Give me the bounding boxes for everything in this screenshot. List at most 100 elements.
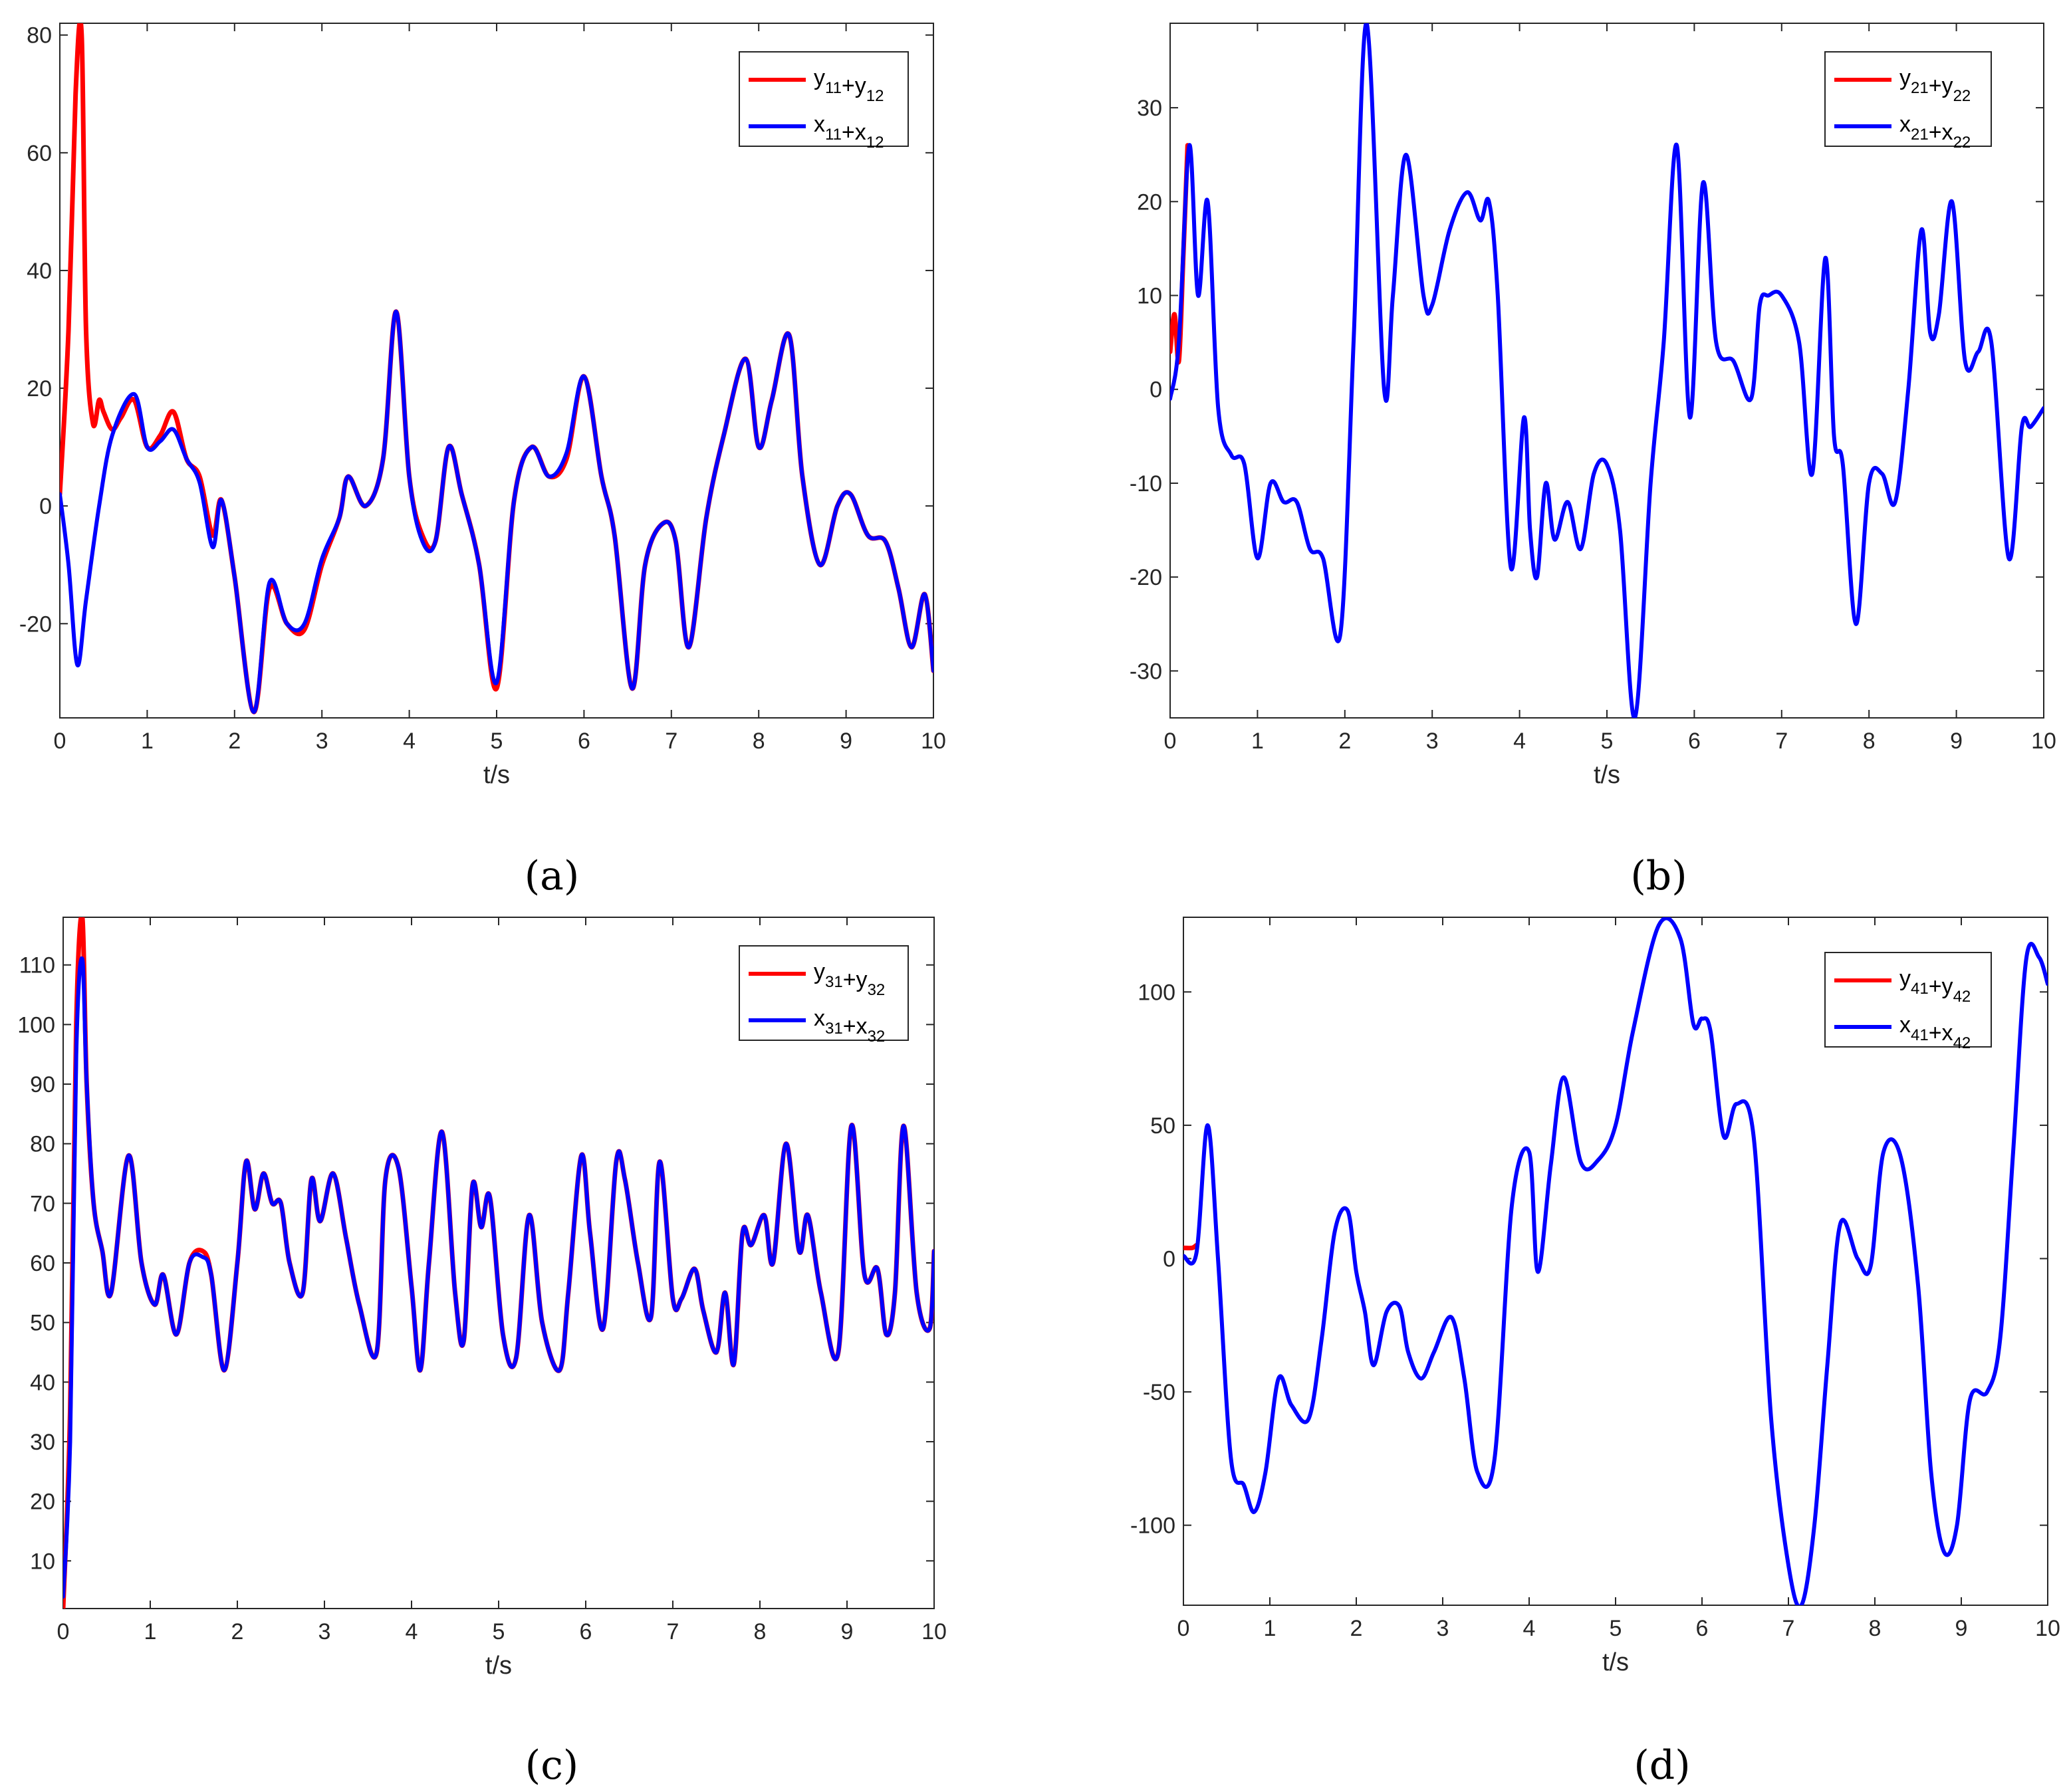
y-tick-label: 30 (30, 1430, 55, 1455)
panel-label: (b) (1630, 853, 1687, 899)
x-tick-label: 4 (1513, 728, 1526, 754)
legend-label-base: +x (1929, 120, 1953, 145)
x-axis-label: t/s (483, 761, 510, 789)
y-tick-label: 70 (30, 1191, 55, 1216)
x-tick-label: 2 (1350, 1616, 1363, 1641)
y-tick-label: 40 (27, 259, 52, 284)
x-tick-label: 9 (1955, 1616, 1968, 1641)
legend-box (739, 945, 909, 1041)
legend-label-base: x (814, 112, 825, 137)
legend-label-sub: 41 (1911, 980, 1929, 998)
y-tick-label: -20 (1130, 565, 1162, 590)
x-tick-label: 7 (1782, 1616, 1795, 1641)
x-tick-label: 8 (1863, 728, 1876, 754)
y-tick-label: -30 (1130, 659, 1162, 684)
legend-label: x11+x12 (814, 112, 884, 152)
y-tick-label: 20 (1137, 189, 1162, 215)
legend-label: x21+x22 (1899, 112, 1971, 152)
x-tick-label: 10 (921, 728, 946, 754)
y-tick-label: 0 (1150, 378, 1162, 403)
y-tick-label: 60 (30, 1251, 55, 1276)
legend-label-base: y (1899, 65, 1911, 90)
x-tick-label: 4 (406, 1619, 418, 1644)
x-tick-label: 4 (1523, 1616, 1536, 1641)
y-tick-label: -20 (19, 612, 52, 637)
chart-panel-0: 0 1 2 3 4 5 6 7 8 9 10-20020406080t/sy11+y12x11+x1… (19, 23, 946, 899)
legend-label-base: +y (1929, 73, 1953, 98)
legend-label-sub: 31 (825, 973, 843, 991)
legend-label-base: x (1899, 112, 1911, 137)
legend-label-sub: 22 (1953, 87, 1971, 105)
x-tick-label: 8 (754, 1619, 767, 1644)
legend-label-base: y (1899, 966, 1911, 991)
x-tick-label: 6 (1696, 1616, 1709, 1641)
legend-label-sub: 21 (1911, 126, 1929, 144)
y-tick-label: 10 (30, 1549, 55, 1574)
legend-box (1824, 51, 1992, 147)
y-tick-label: 90 (30, 1072, 55, 1097)
y-tick-label: 100 (17, 1012, 55, 1038)
legend-label-base: +x (843, 1014, 868, 1039)
x-tick-label: 1 (141, 728, 154, 754)
y-tick-label: -10 (1130, 471, 1162, 497)
series-group (1170, 23, 2044, 718)
y-tick-label: 80 (27, 23, 52, 49)
x-tick-label: 2 (1338, 728, 1351, 754)
x-tick-label: 9 (1950, 728, 1963, 754)
legend-label-base: +x (1929, 1020, 1953, 1046)
x-tick-label: 8 (753, 728, 765, 754)
x-tick-label: 3 (1437, 1616, 1449, 1641)
legend-label-sub: 31 (825, 1020, 843, 1038)
y-tick-label: 60 (27, 141, 52, 166)
legend-label: y41+y42 (1899, 966, 1971, 1006)
y-tick-label: 110 (19, 953, 55, 978)
x-tick-label: 0 (54, 728, 66, 754)
x-tick-label: 9 (841, 1619, 854, 1644)
legend-label-base: +x (842, 120, 866, 145)
y-tick-label: 30 (1137, 96, 1162, 121)
x-tick-label: 0 (1177, 1616, 1190, 1641)
legend-label: y31+y32 (814, 959, 885, 999)
x-tick-label: 1 (144, 1619, 157, 1644)
x-tick-label: 5 (1601, 728, 1614, 754)
x-axis-label: t/s (485, 1652, 512, 1680)
y-tick-label: 50 (1150, 1113, 1175, 1139)
legend-label-sub: 12 (866, 134, 884, 152)
legend-label: x41+x42 (1899, 1012, 1971, 1052)
legend-label-base: +y (842, 73, 866, 98)
legend-label: x31+x32 (814, 1006, 885, 1046)
legend-label: y11+y12 (814, 65, 884, 105)
y-tick-label: 50 (30, 1311, 55, 1336)
legend-label-sub: 41 (1911, 1026, 1929, 1044)
x-tick-label: 5 (493, 1619, 505, 1644)
legend-label: y21+y22 (1899, 65, 1971, 105)
series-group (60, 23, 933, 715)
x-tick-label: 5 (1610, 1616, 1622, 1641)
x-tick-label: 10 (921, 1619, 947, 1644)
legend-label-base: +y (843, 967, 868, 992)
legend-label-sub: 42 (1953, 1034, 1971, 1052)
series-line-x41+x42 (1183, 917, 2048, 1605)
y-tick-label: 100 (1138, 980, 1175, 1005)
legend-box (1824, 952, 1992, 1048)
panel-label: (d) (1634, 1742, 1690, 1789)
legend-label-base: y (814, 959, 825, 984)
x-tick-label: 0 (1164, 728, 1177, 754)
y-tick-label: 0 (1163, 1246, 1175, 1272)
legend-label-sub: 42 (1953, 988, 1971, 1006)
x-tick-label: 3 (318, 1619, 331, 1644)
y-tick-label: 20 (30, 1490, 55, 1515)
x-tick-label: 2 (231, 1619, 244, 1644)
legend-label-sub: 32 (868, 1028, 886, 1046)
y-tick-label: 40 (30, 1370, 55, 1395)
legend-label-sub: 21 (1911, 79, 1929, 97)
chart-panel-2: 0 1 2 3 4 5 6 7 8 9 10 10 20 30 40 50 60 70 80 90 100 110 t/s y… (17, 917, 947, 1789)
y-tick-label: -50 (1143, 1380, 1175, 1405)
x-tick-label: 6 (1688, 728, 1701, 754)
panel-label: (c) (525, 1742, 578, 1789)
